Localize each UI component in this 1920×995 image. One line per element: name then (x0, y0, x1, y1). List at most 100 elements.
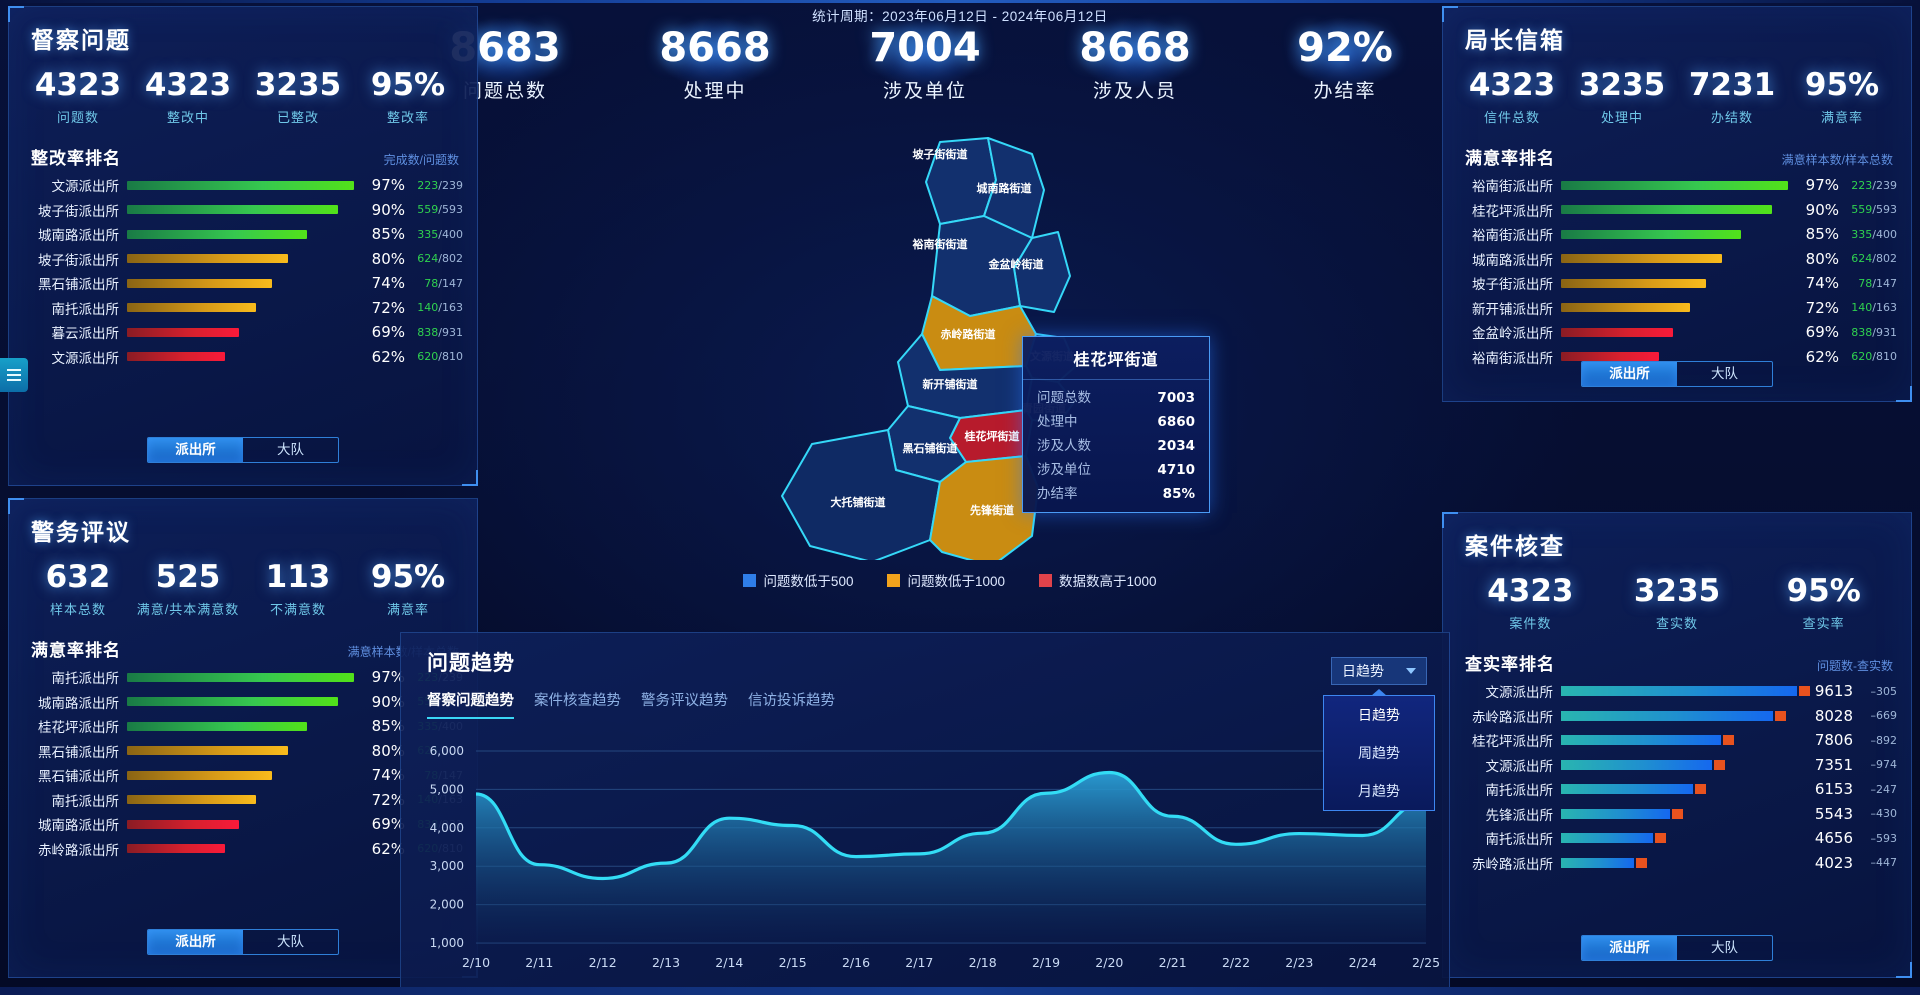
tooltip-key: 涉及单位 (1037, 462, 1091, 477)
tooltip-row: 处理中 6860 (1023, 410, 1209, 434)
trend-period-selector[interactable]: 日趋势 (1331, 657, 1427, 685)
rank-bar (1561, 229, 1742, 239)
rank-row-name: 金盆岭派出所 (1472, 326, 1553, 342)
toggle-option-left[interactable]: 派出所 (148, 438, 243, 462)
rank-bar-track (1561, 303, 1795, 313)
trend-tab[interactable]: 信访投诉趋势 (748, 693, 835, 709)
tooltip-key: 处理中 (1037, 414, 1078, 429)
chart-xtick: 2/24 (1349, 955, 1377, 970)
kpi-item: 95% 满意率 (1787, 65, 1897, 126)
rank-bar (1561, 254, 1723, 264)
toggle-option-right[interactable]: 大队 (277, 934, 304, 949)
dropdown-option[interactable]: 周趋势 (1358, 745, 1400, 761)
chart-xtick: 2/14 (715, 955, 743, 970)
rank-bar (127, 672, 354, 682)
rank-bar (127, 327, 240, 337)
trend-tab[interactable]: 督察问题趋势 (427, 689, 514, 719)
rank-title: 整改率排名 (31, 149, 121, 168)
rank-row-fraction: 838/931 (417, 325, 463, 339)
rank-row-percent: 74% (371, 274, 405, 293)
rank-bar (127, 205, 338, 215)
map-label: 赤岭路街道 (941, 327, 996, 341)
kpi-value: 3235 (1578, 67, 1666, 103)
rank-bar (127, 278, 273, 288)
trend-tabs: 督察问题趋势 案件核查趋势 警务评议趋势 信访投诉趋势 (401, 677, 1449, 719)
rank-row-name: 赤岭路派出所 (1472, 856, 1553, 872)
rank-row: 南托派出所 4656 –593 (1457, 826, 1898, 851)
dropdown-option[interactable]: 日趋势 (1358, 707, 1400, 723)
trend-tab[interactable]: 案件核查趋势 (534, 693, 621, 709)
rank-row-name: 坡子街派出所 (38, 252, 119, 268)
rank-row: 坡子街派出所 80% 624/802 (23, 247, 463, 272)
rank-row-name: 南托派出所 (51, 671, 120, 687)
rank-row-name: 裕南街派出所 (1472, 350, 1553, 366)
rank-bar (127, 697, 338, 707)
center-kpi-value: 8668 (1079, 25, 1191, 71)
tooltip-value: 2034 (1157, 438, 1195, 454)
rank-bar-track (127, 352, 361, 362)
chart-xtick: 2/17 (905, 955, 933, 970)
rank-row: 金盆岭派出所 69% 838/931 (1457, 320, 1897, 345)
toggle-option-right[interactable]: 大队 (1711, 940, 1738, 955)
rank-bar-track (1561, 710, 1797, 721)
rank-row-fraction: 559/593 (417, 203, 463, 217)
chart-ytick: 6,000 (430, 744, 464, 758)
toggle-option-left[interactable]: 派出所 (1582, 362, 1677, 386)
trend-tab[interactable]: 警务评议趋势 (641, 693, 728, 709)
legend-label: 问题数低于500 (763, 574, 854, 589)
rank-bar (127, 180, 354, 190)
rank-row: 文源派出所 62% 620/810 (23, 345, 464, 370)
rank-bar (1561, 205, 1772, 215)
toggle-option-right[interactable]: 大队 (277, 442, 304, 457)
kpi-item: 113 不满意数 (243, 557, 353, 618)
scope-toggle[interactable]: 派出所 大队 (1581, 361, 1773, 387)
rank-row-name: 坡子街派出所 (1472, 277, 1553, 293)
panel-case-verification: 案件核查 4323 案件数 3235 查实数 95% 查实率 查实率排名 问题数-查实… (1442, 512, 1912, 978)
chart-xtick: 2/25 (1412, 955, 1440, 970)
legend-swatch-orange (887, 574, 901, 587)
rank-bar (127, 352, 226, 362)
rank-row-fraction: 624/802 (1851, 252, 1897, 266)
rank-row-sub: –669 (1870, 709, 1898, 723)
kpi-label: 满意率 (386, 602, 429, 617)
rank-bar-track (1561, 833, 1797, 844)
scope-toggle[interactable]: 派出所 大队 (147, 929, 339, 955)
rank-row: 裕南街派出所 85% 335/400 (1457, 222, 1897, 247)
rank-row-percent: 97% (371, 176, 405, 195)
map-region-xianfeng[interactable] (929, 455, 1039, 567)
rank-row-percent: 69% (371, 815, 405, 834)
rank-row-name: 城南路派出所 (38, 695, 119, 711)
kpi-row: 632 样本总数 525 满意/共本满意数 113 不满意数 95% 满意率 (9, 547, 477, 618)
map-label: 桂花坪街道 (964, 429, 1020, 443)
rank-row-fraction: 624/802 (417, 252, 463, 266)
rank-row-percent: 62% (371, 347, 405, 366)
rank-row-percent: 62% (371, 839, 405, 858)
toggle-option-right[interactable]: 大队 (1711, 366, 1738, 381)
rank-bar (1561, 833, 1654, 844)
sidebar-collapse-handle[interactable] (0, 358, 28, 392)
trend-period-dropdown[interactable]: 日趋势 周趋势 月趋势 (1323, 695, 1435, 811)
rank-row-total: 4023 (1814, 853, 1853, 872)
rank-row-percent: 69% (1805, 323, 1839, 342)
kpi-label: 样本总数 (49, 602, 106, 617)
rank-row-percent: 72% (371, 790, 405, 809)
rank-bar (1561, 759, 1713, 770)
rank-bar-marker (1671, 808, 1683, 819)
rank-row-percent: 90% (371, 692, 405, 711)
panel-inspection: 督察问题 4323 问题数 4323 整改中 3235 已整改 95% 整改率 整改率排… (8, 6, 478, 486)
rank-row-name: 南托派出所 (51, 793, 120, 809)
toggle-option-left[interactable]: 派出所 (1582, 936, 1677, 960)
kpi-item: 95% 整改率 (353, 65, 463, 126)
kpi-value: 95% (370, 559, 446, 595)
scope-toggle[interactable]: 派出所 大队 (1581, 935, 1773, 961)
rank-row-percent: 90% (371, 200, 405, 219)
chart-ytick: 3,000 (430, 859, 464, 873)
rank-row-fraction: 838/931 (1851, 325, 1897, 339)
chart-area-fill (476, 772, 1426, 943)
dropdown-option[interactable]: 月趋势 (1358, 783, 1400, 799)
scope-toggle[interactable]: 派出所 大队 (147, 437, 339, 463)
rank-bar-track (1561, 808, 1797, 819)
toggle-option-left[interactable]: 派出所 (148, 930, 243, 954)
rank-row-name: 南托派出所 (1485, 832, 1554, 848)
rank-row: 新开铺派出所 72% 140/163 (1457, 296, 1897, 321)
